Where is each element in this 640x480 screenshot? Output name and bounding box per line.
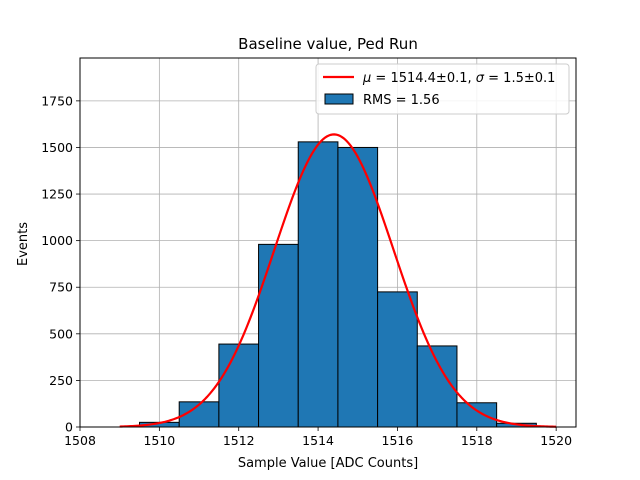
- legend-sigma-text: = 1.5±0.1: [484, 71, 555, 86]
- x-tick-label: 1518: [461, 433, 493, 448]
- x-tick-label: 1520: [540, 433, 572, 448]
- legend-sigma-symbol: σ: [476, 71, 485, 86]
- legend: μ = 1514.4±0.1, σ = 1.5±0.1 RMS = 1.56: [315, 63, 570, 115]
- y-tick-label: 1250: [41, 187, 73, 202]
- histogram-bars: [139, 141, 537, 428]
- legend-histogram-swatch: [324, 93, 354, 105]
- plot-frame: [79, 57, 577, 428]
- x-tick-label: 1508: [64, 433, 96, 448]
- y-tick-label: 250: [49, 373, 73, 388]
- histogram-bar: [416, 345, 458, 428]
- histogram-bar: [218, 343, 260, 428]
- histogram-bar: [337, 146, 379, 428]
- histogram-bar: [297, 141, 339, 428]
- x-tick-label: 1514: [302, 433, 334, 448]
- legend-box: [315, 63, 570, 115]
- x-tick-label: 1512: [223, 433, 255, 448]
- x-tick-label: 1516: [382, 433, 414, 448]
- histogram-bar: [456, 402, 498, 428]
- y-tick-label: 750: [49, 280, 73, 295]
- chart-title: Baseline value, Ped Run: [238, 35, 418, 53]
- gaussian-fit-curve: [119, 133, 557, 428]
- axis-ticks: 1508 1510 1512 1514 1516 1518 1520 0 250 500 750 10…: [41, 93, 572, 448]
- y-axis-label: Events: [16, 222, 31, 266]
- histogram-bar: [377, 291, 418, 428]
- y-tick-label: 500: [49, 326, 73, 341]
- legend-mu-symbol: μ: [362, 71, 371, 86]
- legend-histogram-label: RMS = 1.56: [363, 93, 440, 108]
- x-axis-label: Sample Value [ADC Counts]: [238, 456, 418, 471]
- legend-mu-text: = 1514.4±0.1,: [371, 71, 475, 86]
- y-tick-label: 1500: [41, 140, 73, 155]
- histogram-bar: [258, 243, 299, 428]
- y-tick-label: 0: [65, 420, 73, 435]
- y-tick-label: 1000: [41, 233, 73, 248]
- x-tick-label: 1510: [143, 433, 175, 448]
- y-tick-label: 1750: [41, 93, 73, 108]
- legend-fit-label: μ = 1514.4±0.1, σ = 1.5±0.1: [362, 71, 555, 86]
